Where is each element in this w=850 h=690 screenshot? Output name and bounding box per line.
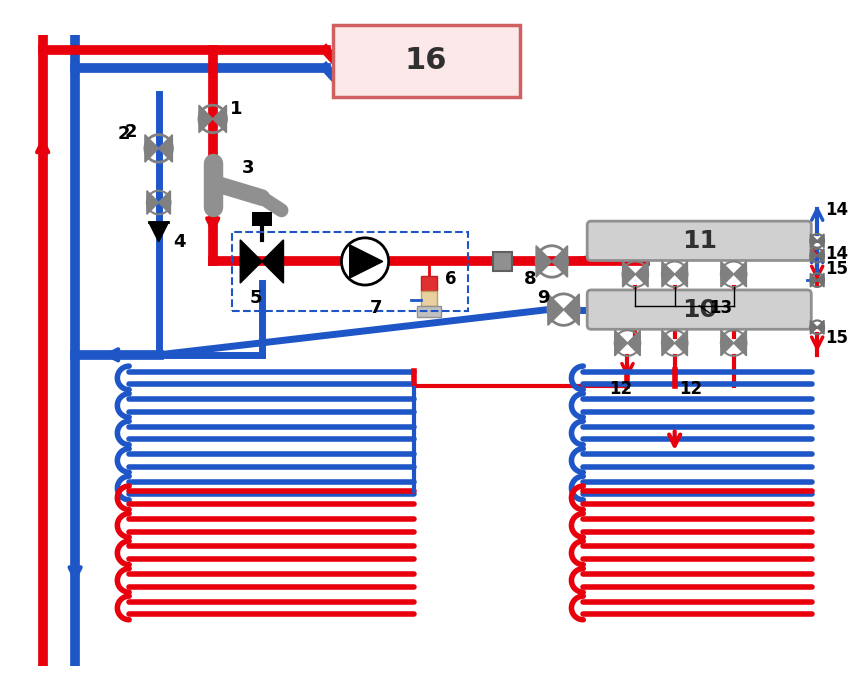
Text: 13: 13	[709, 299, 732, 317]
Text: 2: 2	[117, 125, 130, 143]
Polygon shape	[536, 246, 552, 277]
Text: 1: 1	[230, 100, 243, 118]
Text: 11: 11	[682, 229, 717, 253]
Polygon shape	[635, 262, 649, 287]
Polygon shape	[262, 240, 284, 283]
Text: 14: 14	[825, 201, 848, 219]
Polygon shape	[675, 331, 688, 356]
Bar	[417, 306, 441, 317]
Bar	[252, 213, 272, 226]
Polygon shape	[149, 222, 168, 242]
Polygon shape	[817, 234, 824, 248]
Text: 16: 16	[405, 46, 447, 75]
Bar	[421, 276, 437, 291]
Polygon shape	[721, 331, 734, 356]
Text: 10: 10	[682, 297, 717, 322]
Polygon shape	[675, 262, 688, 287]
Polygon shape	[159, 135, 173, 162]
Polygon shape	[147, 190, 159, 215]
Polygon shape	[662, 331, 675, 356]
Text: 12: 12	[609, 380, 632, 398]
Polygon shape	[552, 246, 568, 277]
Text: 5: 5	[250, 288, 263, 307]
Text: 15: 15	[825, 329, 848, 347]
Text: 14: 14	[825, 244, 848, 262]
Polygon shape	[349, 245, 382, 278]
Polygon shape	[564, 294, 580, 326]
Polygon shape	[817, 248, 824, 262]
Polygon shape	[548, 294, 564, 326]
Polygon shape	[212, 105, 226, 132]
Polygon shape	[627, 331, 640, 356]
Text: 7: 7	[370, 299, 382, 317]
Polygon shape	[810, 234, 817, 248]
Circle shape	[342, 238, 388, 285]
Text: 2: 2	[124, 123, 137, 141]
Polygon shape	[810, 248, 817, 262]
Bar	[421, 291, 437, 306]
Text: 6: 6	[445, 270, 456, 288]
Polygon shape	[817, 320, 824, 334]
Polygon shape	[662, 262, 675, 287]
Polygon shape	[734, 331, 746, 356]
Text: 15: 15	[825, 260, 848, 278]
Polygon shape	[241, 240, 262, 283]
Text: 4: 4	[173, 233, 186, 250]
Polygon shape	[810, 320, 817, 334]
Polygon shape	[622, 262, 635, 287]
FancyBboxPatch shape	[587, 290, 811, 329]
Bar	[493, 252, 513, 271]
Polygon shape	[144, 135, 159, 162]
FancyBboxPatch shape	[332, 25, 520, 97]
Polygon shape	[734, 262, 746, 287]
Polygon shape	[615, 331, 627, 356]
Polygon shape	[721, 262, 734, 287]
Text: 12: 12	[680, 380, 703, 398]
Text: 9: 9	[537, 288, 550, 307]
Polygon shape	[810, 273, 817, 287]
Polygon shape	[159, 190, 171, 215]
Text: 8: 8	[524, 270, 537, 288]
Text: 3: 3	[242, 159, 255, 177]
Polygon shape	[199, 105, 212, 132]
FancyBboxPatch shape	[587, 221, 811, 260]
Polygon shape	[817, 273, 824, 287]
